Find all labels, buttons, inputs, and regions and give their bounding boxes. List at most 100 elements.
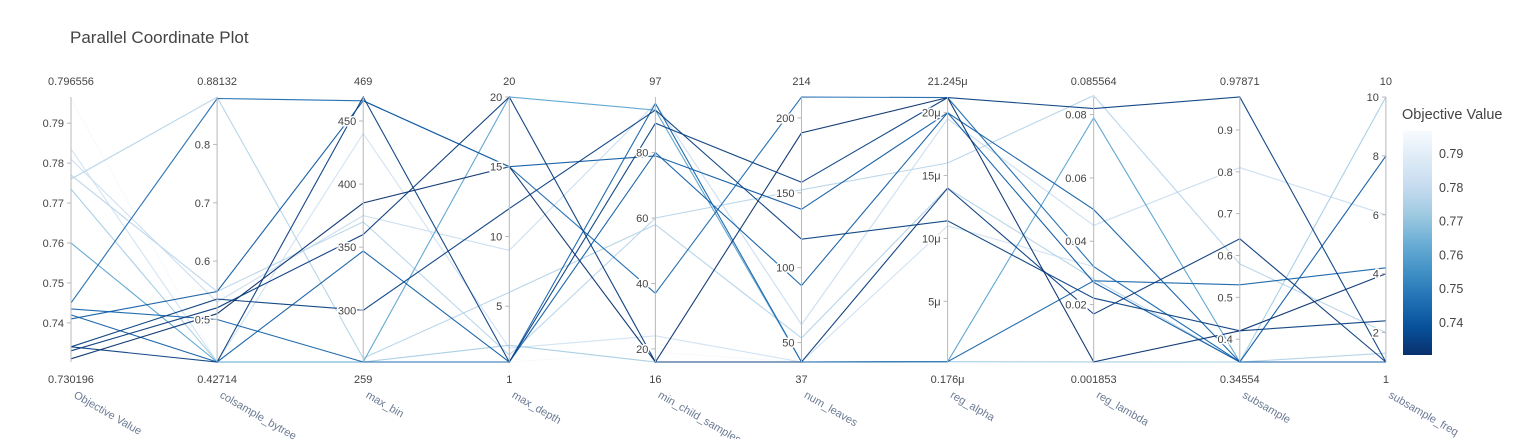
axis-tick-label: 0.74 <box>43 318 64 330</box>
axis-tick-label: 150 <box>776 188 794 200</box>
trial-line <box>70 96 1387 363</box>
axis-title: min_child_samples <box>656 389 743 439</box>
axis-tick-label: 0.76 <box>43 238 64 250</box>
trial-line <box>70 100 1387 363</box>
axis-min-child-samples[interactable]: 20 40 60 80 97 16 min_child_samples <box>635 76 744 439</box>
axis-tick-label: 0.08 <box>1065 110 1086 122</box>
trial-line <box>70 102 1386 363</box>
trial-line <box>70 95 1387 364</box>
colorbar-tick-label: 0.76 <box>1439 248 1463 262</box>
axis-max-label: 469 <box>354 76 372 88</box>
trial-line <box>70 96 1387 363</box>
polylines-layer <box>70 94 1387 364</box>
axis-tick-label: 20 <box>490 92 502 104</box>
axis-tick-label: 50 <box>782 338 794 350</box>
axis-max-label: 0.796556 <box>48 76 94 88</box>
axis-title: max_bin <box>364 389 406 420</box>
axis-max-label: 97 <box>649 76 661 88</box>
axis-tick-label: 5 <box>496 301 502 313</box>
axis-title: subsample_freq <box>1386 389 1460 439</box>
colorbar-tick-label: 0.78 <box>1439 181 1463 195</box>
axis-tick-label: 0.75 <box>43 278 64 290</box>
colorbar-tick-label: 0.79 <box>1439 147 1463 161</box>
axis-min-label: 1 <box>506 374 512 386</box>
axis-min-label: 0.730196 <box>48 374 94 386</box>
axis-tick-label: 0.78 <box>43 158 64 170</box>
axis-tick-label: 5μ <box>928 296 940 308</box>
axis-tick-label: 6 <box>1373 210 1379 222</box>
axis-tick-label: 4 <box>1373 269 1379 281</box>
colorbar-gradient <box>1403 131 1432 355</box>
trial-line <box>70 109 1386 348</box>
axis-tick-label: 0.04 <box>1065 236 1086 248</box>
axis-tick-label: 0.8 <box>195 139 210 151</box>
axis-tick-label: 10 <box>1367 92 1379 104</box>
axis-min-label: 1 <box>1383 374 1389 386</box>
trial-line <box>70 94 1387 356</box>
colorbar-tick-label: 0.75 <box>1439 282 1463 296</box>
axis-tick-label: 15 <box>490 162 502 174</box>
axis-tick-label: 0.6 <box>1218 251 1233 263</box>
axis-tick-label: 20μ <box>922 108 941 120</box>
axis-max-label: 20 <box>503 76 515 88</box>
axis-tick-label: 60 <box>636 213 648 225</box>
axis-tick-label: 10μ <box>922 233 941 245</box>
axis-tick-label: 40 <box>636 278 648 290</box>
axis-max-label: 21.245μ <box>928 76 968 88</box>
colorbar-tick-label: 0.74 <box>1439 316 1463 330</box>
axis-colsample-bytree[interactable]: 0.5 0.6 0.7 0.8 0.88132 0.42714 colsample_bytr… <box>193 76 299 439</box>
axis-min-label: 0.34554 <box>1220 374 1260 386</box>
colorbar-title: Objective Value <box>1402 107 1502 123</box>
axis-tick-label: 10 <box>490 231 502 243</box>
axis-tick-label: 0.7 <box>1218 209 1233 221</box>
axis-tick-label: 300 <box>338 305 356 317</box>
axis-min-label: 0.176μ <box>931 374 965 386</box>
axis-tick-label: 8 <box>1373 151 1379 163</box>
axis-title: reg_lambda <box>1094 389 1151 429</box>
axis-title: colsample_bytree <box>218 389 299 439</box>
trial-line <box>70 96 1386 363</box>
axis-max-label: 0.085564 <box>1071 76 1117 88</box>
axis-tick-label: 0.9 <box>1218 125 1233 137</box>
axis-tick-label: 0.77 <box>43 198 64 210</box>
trial-line <box>70 96 1386 363</box>
trial-line <box>70 111 1386 363</box>
axis-min-label: 0.42714 <box>197 374 237 386</box>
trial-line <box>70 96 1387 363</box>
trial-line <box>70 96 1386 363</box>
axis-max-label: 214 <box>792 76 810 88</box>
axis-title: subsample <box>1240 389 1292 426</box>
axis-tick-label: 0.06 <box>1065 173 1086 185</box>
axis-tick-label: 20 <box>636 344 648 356</box>
axis-tick-label: 0.5 <box>195 314 210 326</box>
axis-min-label: 16 <box>649 374 661 386</box>
axis-title: reg_alpha <box>948 389 997 424</box>
axis-tick-label: 15μ <box>922 171 941 183</box>
colorbar-tick-label: 0.77 <box>1439 215 1463 229</box>
axis-tick-label: 0.8 <box>1218 167 1233 179</box>
axis-tick-label: 400 <box>338 179 356 191</box>
axis-min-label: 0.001853 <box>1071 374 1117 386</box>
axis-title: max_depth <box>510 389 563 427</box>
axis-tick-label: 100 <box>776 263 794 275</box>
axis-tick-label: 200 <box>776 113 794 125</box>
axis-min-label: 37 <box>795 374 807 386</box>
axis-min-label: 259 <box>354 374 372 386</box>
axis-tick-label: 0.7 <box>195 198 210 210</box>
axis-reg-lambda[interactable]: 0.02 0.04 0.06 0.08 0.085564 0.001853 reg_lamb… <box>1064 76 1151 429</box>
axis-tick-label: 80 <box>636 148 648 160</box>
axis-tick-label: 0.02 <box>1065 300 1086 312</box>
chart-title: Parallel Coordinate Plot <box>70 28 249 47</box>
axis-tick-label: 450 <box>338 116 356 128</box>
colorbar: Objective Value 0.79 0.78 0.77 0.76 0.75 0.74 <box>1402 107 1502 355</box>
axis-max-bin[interactable]: 300 350 400 450 469 259 max_bin <box>336 76 406 420</box>
trial-line <box>70 102 1387 326</box>
axis-tick-label: 0.79 <box>43 118 64 130</box>
axis-max-label: 0.97871 <box>1220 76 1260 88</box>
axis-max-label: 10 <box>1380 76 1392 88</box>
axis-max-label: 0.88132 <box>197 76 237 88</box>
axis-tick-label: 2 <box>1373 328 1379 340</box>
axis-tick-label: 350 <box>338 242 356 254</box>
axes-layer: 0.740.750.760.770.780.790.7965560.730196… <box>41 76 1460 439</box>
